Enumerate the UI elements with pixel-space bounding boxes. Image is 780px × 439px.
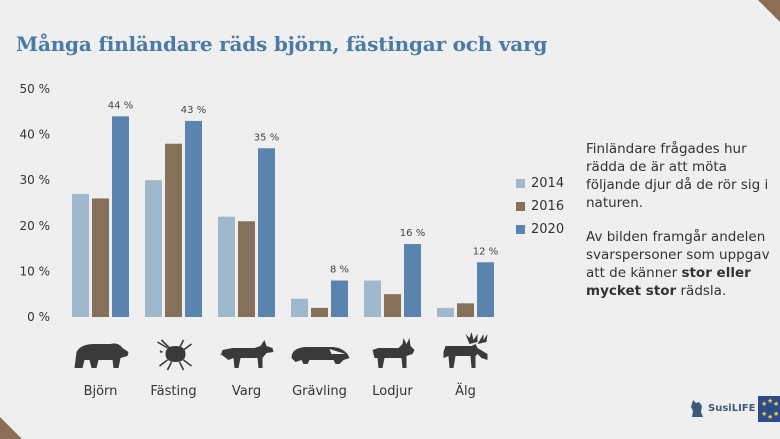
- bar-2020: [331, 280, 348, 317]
- legend-swatch: [516, 178, 525, 188]
- legend-swatch: [516, 201, 525, 211]
- y-tick-label: 30 %: [20, 173, 51, 187]
- eu-life-logo: ★ ★ ★ ★ ★ ★: [758, 396, 780, 422]
- bar-2014: [437, 307, 454, 317]
- bars: [72, 116, 494, 317]
- y-tick-label: 40 %: [20, 128, 51, 142]
- lynx-icon: [372, 338, 415, 368]
- bar-2014: [364, 280, 381, 317]
- susilife-logo-text: SusiLIFE: [708, 402, 756, 414]
- data-label: 35 %: [254, 132, 279, 143]
- category-label: Grävling: [292, 384, 347, 399]
- legend-item-2016: 2016: [516, 195, 564, 217]
- bar-2016: [311, 307, 328, 317]
- corner-decoration-top-right: [758, 0, 780, 22]
- legend-item-2014: 2014: [516, 172, 564, 194]
- bar-2014: [145, 180, 162, 317]
- legend-label: 2020: [531, 221, 565, 237]
- category-label: Fästing: [150, 384, 196, 399]
- bar-2014: [72, 193, 89, 317]
- animal-icons: [74, 332, 488, 371]
- y-tick-label: 20 %: [20, 219, 51, 233]
- category-labels: Björn Fästing Varg Grävling Lodjur Älg: [84, 383, 476, 399]
- y-tick-label: 10 %: [20, 264, 51, 278]
- category-label: Björn: [84, 384, 118, 399]
- description-paragraph-1: Finländare frågades hur rädda de är att …: [586, 141, 769, 211]
- bar-chart: 0 % 10 % 20 % 30 % 40 % 50 % 44 % 43 % 35 % 8 % 1…: [20, 82, 499, 399]
- data-labels: 44 % 43 % 35 % 8 % 16 % 12 %: [108, 100, 498, 275]
- tick-icon: [157, 339, 192, 371]
- description-text-pre: Av bilden framgår andelen svarspersoner …: [586, 229, 770, 281]
- data-label: 12 %: [473, 246, 498, 257]
- moose-icon: [443, 332, 488, 368]
- y-tick-label: 50 %: [20, 82, 51, 96]
- bar-2020: [112, 116, 129, 317]
- legend: 2014 2016 2020: [516, 172, 564, 241]
- bar-2020: [404, 244, 421, 317]
- bar-2020: [185, 120, 202, 317]
- bar-2016: [238, 221, 255, 317]
- badger-icon: [291, 347, 350, 364]
- y-tick-label: 0 %: [27, 310, 50, 324]
- legend-label: 2016: [531, 198, 565, 214]
- description-paragraph-2: Av bilden framgår andelen svarspersoner …: [586, 228, 776, 300]
- bar-2020: [258, 148, 275, 317]
- wolf-icon: [220, 340, 274, 368]
- data-label: 16 %: [400, 228, 425, 239]
- bar-2016: [165, 143, 182, 317]
- legend-label: 2014: [531, 175, 565, 191]
- bar-2016: [384, 294, 401, 317]
- data-label: 8 %: [330, 265, 349, 276]
- bar-2016: [92, 198, 109, 317]
- corner-decoration-bottom-left: [0, 417, 22, 439]
- description-text-post: rädsla.: [676, 283, 727, 299]
- category-label: Varg: [232, 384, 261, 399]
- y-axis: 0 % 10 % 20 % 30 % 40 % 50 %: [20, 82, 51, 324]
- legend-swatch: [516, 224, 525, 234]
- category-label: Älg: [455, 383, 476, 399]
- chart-title: Många finländare räds björn, fästingar o…: [16, 32, 548, 56]
- description: Finländare frågades hur rädda de är att …: [586, 140, 776, 316]
- wolf-head-logo-icon: [691, 400, 703, 417]
- bar-2020: [477, 262, 494, 317]
- data-label: 44 %: [108, 100, 133, 111]
- bear-icon: [74, 343, 129, 368]
- description-text-bold: stor eller mycket stor: [586, 265, 751, 299]
- bar-2014: [291, 298, 308, 317]
- bar-2016: [457, 303, 474, 317]
- category-label: Lodjur: [372, 384, 413, 399]
- data-label: 43 %: [181, 105, 206, 116]
- bar-2014: [218, 216, 235, 317]
- susilife-logo: SusiLIFE: [690, 398, 755, 418]
- legend-item-2020: 2020: [516, 218, 564, 240]
